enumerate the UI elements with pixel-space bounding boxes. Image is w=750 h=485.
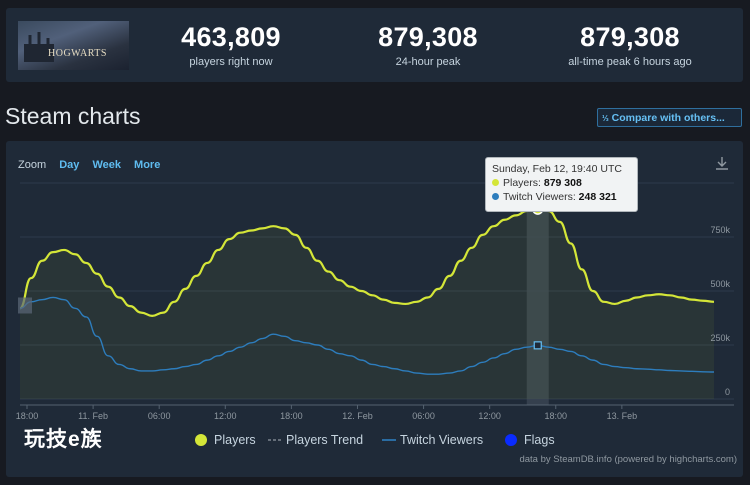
legend-flags-label: Flags xyxy=(524,433,555,447)
chart-panel: 0 250k 500k 750k 18:00 11. Feb 06:00 12:00 18:0… xyxy=(6,141,743,477)
y-tick-label: 750k xyxy=(710,225,730,235)
legend-flags[interactable]: Flags xyxy=(504,433,555,447)
x-tick-label: 11. Feb xyxy=(78,411,108,421)
players-dot-icon xyxy=(492,179,499,186)
twitch-legend-icon xyxy=(382,439,396,441)
compare-label: Compare with others... xyxy=(611,112,725,124)
series-layer xyxy=(19,207,715,399)
zoom-week-button[interactable]: Week xyxy=(92,159,121,171)
x-tick-label: 06:00 xyxy=(412,411,435,421)
twitch-dot-icon xyxy=(492,193,499,200)
download-icon[interactable] xyxy=(714,155,730,171)
players-legend-icon xyxy=(195,434,207,446)
tooltip-players-label: Players: xyxy=(503,177,541,189)
x-tick-label: 18:00 xyxy=(280,411,303,421)
game-logo-text: HOGWARTS xyxy=(48,48,107,59)
x-tick-label: 18:00 xyxy=(544,411,567,421)
y-tick-label: 0 xyxy=(725,387,730,397)
tooltip-twitch-row: Twitch Viewers: 248 321 xyxy=(492,190,631,204)
section-title: Steam charts xyxy=(5,103,141,129)
y-tick-label: 500k xyxy=(710,279,730,289)
chart-credit[interactable]: data by SteamDB.info (powered by highcha… xyxy=(519,454,737,465)
legend-players-label: Players xyxy=(214,433,256,447)
legend-trend-label: Players Trend xyxy=(286,433,364,447)
flags-legend-icon xyxy=(505,434,517,446)
legend-players[interactable]: Players xyxy=(194,433,256,447)
compare-icon: ⅓ xyxy=(602,114,609,123)
x-tick-label: 13. Feb xyxy=(607,411,638,421)
flag-marker-rect xyxy=(18,297,32,314)
x-tick-label: 12:00 xyxy=(214,411,237,421)
stat-value: 463,809 xyxy=(181,22,281,52)
stat-value: 879,308 xyxy=(378,22,478,52)
tooltip-twitch-label: Twitch Viewers: xyxy=(503,191,576,203)
tooltip-players-value: 879 308 xyxy=(543,177,582,189)
legend-twitch-viewers[interactable]: Twitch Viewers xyxy=(382,433,483,447)
hover-band-rect xyxy=(526,183,549,405)
stats-strip: HOGWARTS 463,809 players right now 879,3… xyxy=(6,8,743,82)
tooltip-players-row: Players: 879 308 xyxy=(492,176,631,190)
stat-24h-peak: 879,308 24-hour peak xyxy=(328,22,528,68)
compare-button[interactable]: ⅓ Compare with others... xyxy=(597,108,742,127)
players-area xyxy=(20,209,714,399)
stat-all-time-peak: 879,308 all-time peak 6 hours ago xyxy=(530,22,730,68)
twitch-hover-marker xyxy=(533,341,542,350)
x-tick-label: 12:00 xyxy=(478,411,501,421)
twitch-series-line xyxy=(19,296,715,375)
zoom-day-button[interactable]: Day xyxy=(59,159,80,171)
x-tick-label: 18:00 xyxy=(16,411,39,421)
x-tick-label: 12. Feb xyxy=(342,411,373,421)
tooltip-twitch-value: 248 321 xyxy=(578,191,617,203)
trend-legend-icon xyxy=(268,439,282,441)
stat-label: 24-hour peak xyxy=(395,56,461,68)
hover-band xyxy=(526,183,549,405)
zoom-label: Zoom xyxy=(18,159,47,171)
y-axis-labels: 0 250k 500k 750k xyxy=(710,225,730,397)
stat-value: 879,308 xyxy=(580,22,680,52)
grid-lines xyxy=(20,182,734,400)
players-series-line xyxy=(19,207,715,317)
stat-label: players right now xyxy=(189,56,273,68)
chart-tooltip: Sunday, Feb 12, 19:40 UTC Players: 879 3… xyxy=(485,157,638,212)
chart-legend: Players Players Trend Twitch Viewers Fla… xyxy=(6,433,743,451)
x-tick-label: 06:00 xyxy=(148,411,171,421)
legend-players-trend[interactable]: Players Trend xyxy=(268,433,363,447)
tooltip-header: Sunday, Feb 12, 19:40 UTC xyxy=(492,163,622,175)
legend-twitch-label: Twitch Viewers xyxy=(400,433,484,447)
zoom-more-button[interactable]: More xyxy=(134,159,161,171)
stat-players-now: 463,809 players right now xyxy=(131,22,331,68)
zoom-controls: Zoom Day Week More xyxy=(18,159,170,171)
y-tick-label: 250k xyxy=(710,333,730,343)
game-capsule-image[interactable]: HOGWARTS xyxy=(18,21,129,70)
x-axis-labels: 18:00 11. Feb 06:00 12:00 18:00 12. Feb 06:00 1… xyxy=(16,404,734,421)
flag-marker xyxy=(18,297,32,314)
watermark-text: 玩技e族 xyxy=(24,428,103,451)
stat-label: all-time peak 6 hours ago xyxy=(568,56,692,68)
